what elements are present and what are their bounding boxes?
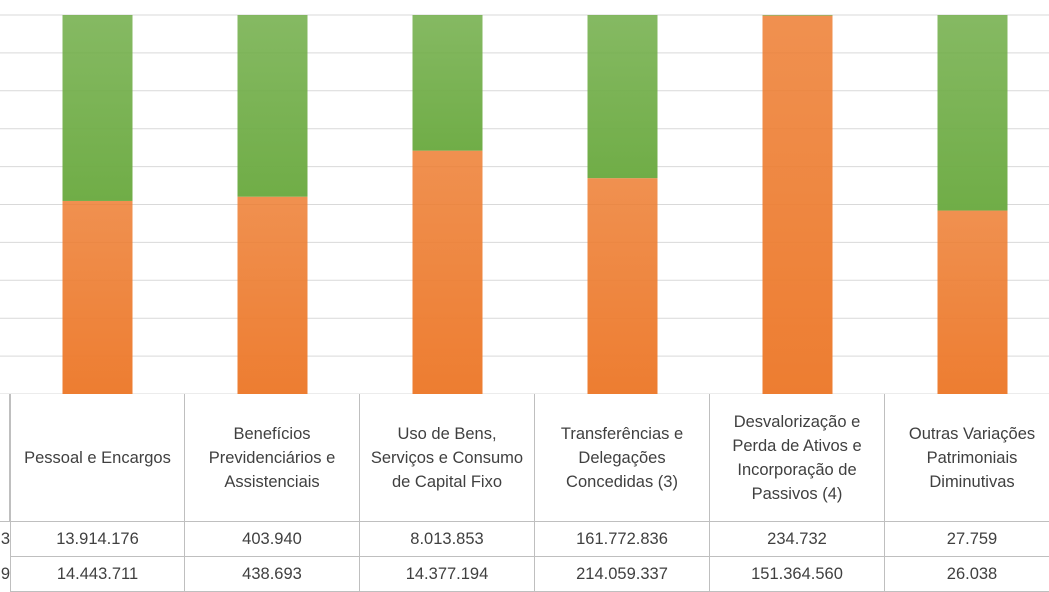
category-label: Pessoal e Encargos <box>10 394 185 522</box>
bar-segment <box>762 15 833 394</box>
value-cell: 151.364.560 <box>710 557 885 592</box>
category-label: Transferências e Delegações Concedidas (… <box>535 394 710 522</box>
value-cell: 27.759 <box>885 522 1049 557</box>
value-cell: 234.732 <box>710 522 885 557</box>
chart <box>0 14 1049 394</box>
value-cell: 26.038 <box>885 557 1049 592</box>
value-cell: 161.772.836 <box>535 522 710 557</box>
category-label: Desvalorização e Perda de Ativos e Incor… <box>710 394 885 522</box>
bar-segment <box>62 200 133 394</box>
bar-segment <box>937 210 1008 394</box>
value-cell: 214.059.337 <box>535 557 710 592</box>
bar-segment <box>587 178 658 394</box>
value-cell: 403.940 <box>185 522 360 557</box>
value-cell: 14.377.194 <box>360 557 535 592</box>
bar-segment <box>237 15 308 197</box>
bar-segment <box>412 15 483 151</box>
category-label: Uso de Bens, Serviços e Consumo de Capit… <box>360 394 535 522</box>
data-table: Pessoal e Encargos Benefícios Previdenciá… <box>0 394 1049 592</box>
table-corner <box>0 394 10 522</box>
bar-segment <box>62 15 133 201</box>
bar-segment <box>412 150 483 394</box>
value-cell: 14.443.711 <box>10 557 185 592</box>
bar-segment <box>762 15 833 16</box>
series-label: 9 <box>0 565 10 583</box>
value-cell: 8.013.853 <box>360 522 535 557</box>
value-cell: 438.693 <box>185 557 360 592</box>
bar-segment <box>587 15 658 179</box>
bar-segment <box>937 15 1008 211</box>
value-cell: 13.914.176 <box>10 522 185 557</box>
bar-segment <box>237 196 308 394</box>
category-label: Benefícios Previdenciários e Assistencia… <box>185 394 360 522</box>
category-label: Outras Variações Patrimoniais Diminutiva… <box>885 394 1049 522</box>
series-label: 3 <box>0 530 10 548</box>
